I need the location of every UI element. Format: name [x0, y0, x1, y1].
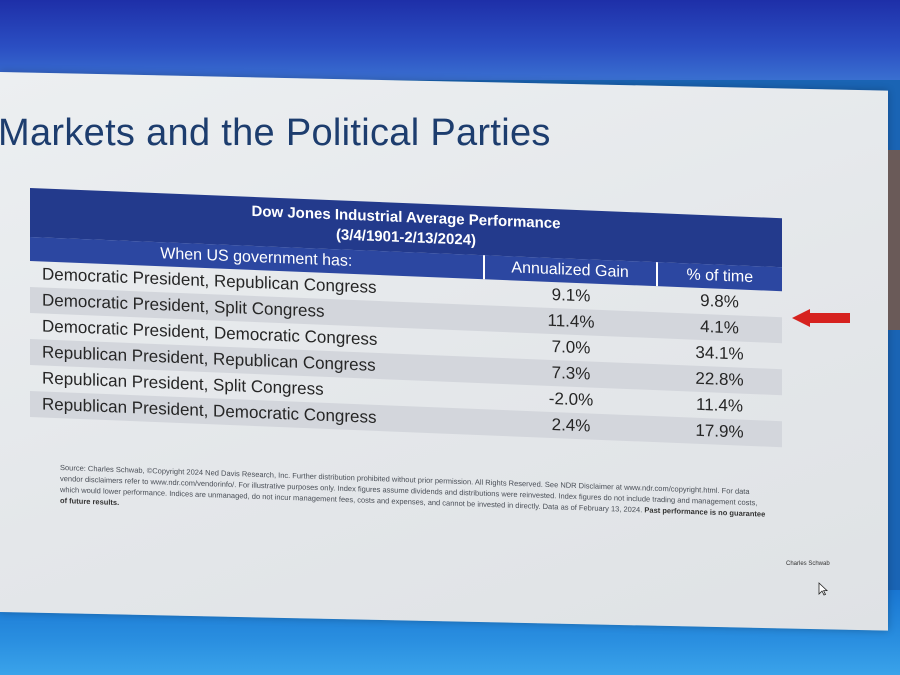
row-time: 34.1%	[695, 342, 744, 364]
row-gain: -2.0%	[548, 388, 594, 410]
row-time: 4.1%	[700, 316, 739, 338]
row-time: 9.8%	[700, 290, 739, 312]
row-gain: 7.0%	[551, 336, 591, 358]
performance-table: Dow Jones Industrial Average Performance…	[30, 188, 782, 448]
row-gain: 9.1%	[551, 284, 591, 306]
column-header-time: % of time	[655, 262, 782, 292]
adjacent-window-edge	[888, 150, 900, 330]
monitor-top-bar	[0, 0, 900, 80]
red-arrow-icon	[792, 309, 810, 327]
red-arrow-shaft	[808, 313, 850, 323]
schwab-logo: Charles Schwab	[786, 561, 830, 567]
row-gain: 11.4%	[547, 310, 595, 332]
slide-title: Markets and the Political Parties	[0, 112, 551, 154]
row-gain: 2.4%	[551, 414, 591, 436]
row-gain: 7.3%	[551, 362, 591, 384]
row-time: 22.8%	[695, 368, 744, 390]
mouse-cursor-icon	[818, 582, 828, 596]
row-time: 17.9%	[695, 420, 744, 442]
row-time: 11.4%	[696, 394, 743, 416]
